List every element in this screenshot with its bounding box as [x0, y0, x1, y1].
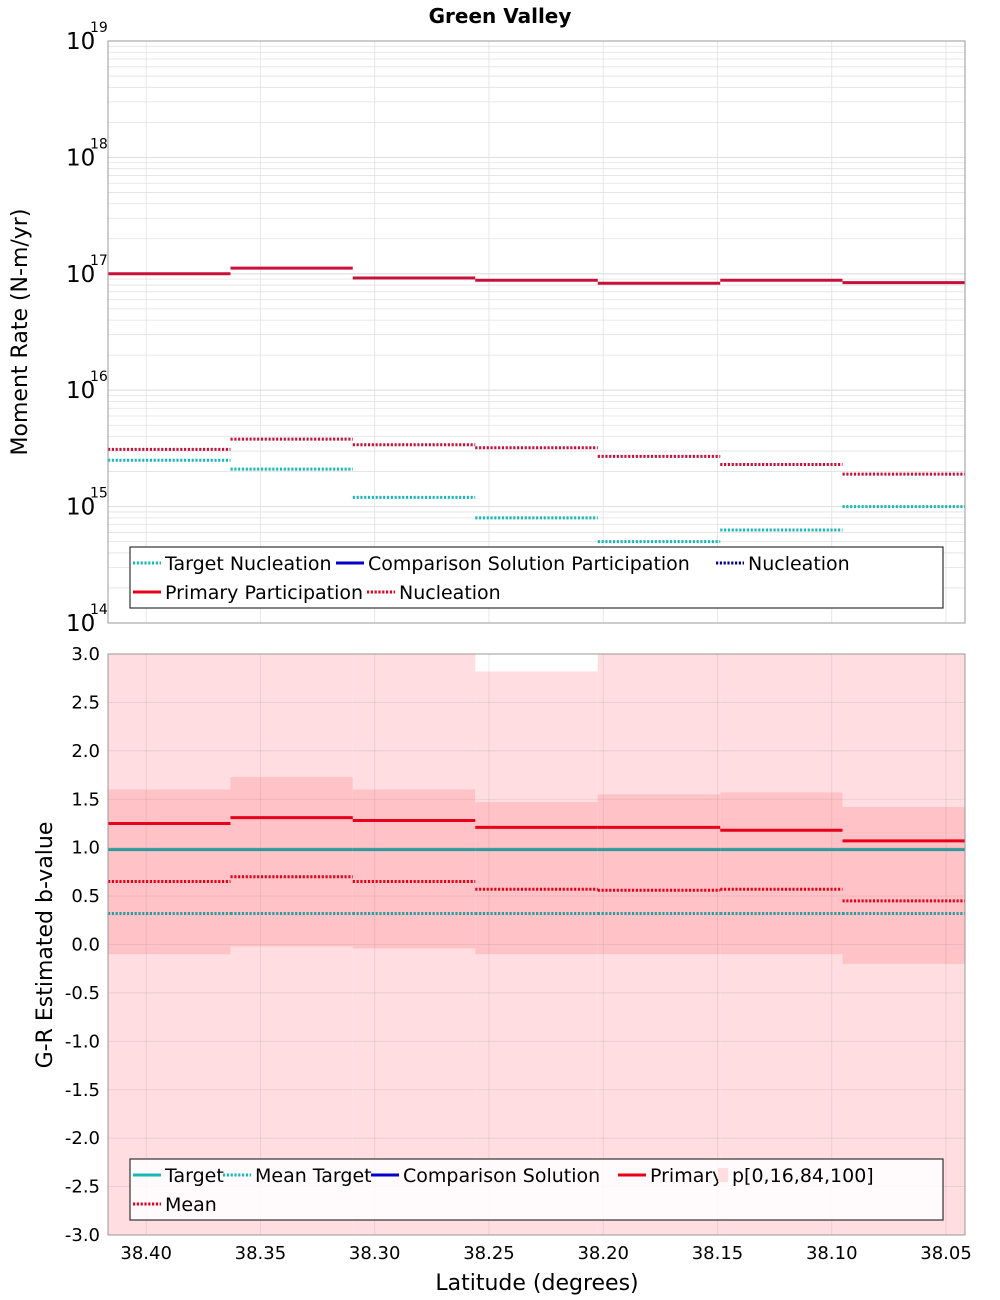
x-tick-label: 38.25: [463, 1243, 515, 1264]
x-tick-label: 38.15: [692, 1243, 744, 1264]
b-value-band-inner: [842, 806, 965, 964]
legend-label: Comparison Solution Participation: [368, 553, 690, 575]
b-value-panel: 3.0 2.5 2.0 1.5 1.0 0.5 0.0 -0.5 -1.0 -1.5 -2.0 -2.…: [33, 644, 966, 1246]
b-value-y-tick-label: -0.5: [65, 983, 100, 1004]
moment-rate-series-2: [108, 437, 965, 476]
b-value-y-tick-label: -2.5: [65, 1177, 100, 1198]
b-value-y-tick-label: -3.0: [65, 1225, 100, 1246]
b-value-y-tick-label: 1.5: [71, 789, 100, 810]
b-value-y-tick-label: 3.0: [71, 644, 100, 665]
b-value-y-tick-label: -1.0: [65, 1031, 100, 1052]
b-value-y-tick-label: 0.0: [71, 935, 100, 956]
legend-swatch: [718, 1168, 728, 1182]
b-value-plot-frame: [107, 653, 966, 1236]
b-value-band-inner: [475, 802, 598, 955]
b-value-series-3: [108, 875, 965, 903]
legend-label: Nucleation: [399, 582, 501, 604]
x-tick-label: 38.30: [349, 1243, 401, 1264]
moment-rate-series-0: [108, 458, 965, 544]
b-value-y-label: G-R Estimated b-value: [33, 822, 58, 1069]
moment-rate-y-tick-base: 10: [66, 611, 95, 637]
moment-rate-series: [108, 266, 965, 544]
moment-rate-y-tick-exponent: 19: [90, 20, 108, 36]
b-value-y-tick-label: -1.5: [65, 1080, 100, 1101]
legend-label: Primary: [650, 1165, 723, 1187]
x-tick-label: 38.40: [120, 1243, 172, 1264]
moment-rate-y-tick-base: 10: [66, 29, 95, 55]
moment-rate-y-tick-base: 10: [66, 145, 95, 171]
legend-label: Nucleation: [748, 553, 850, 575]
b-value-percentile-bands: [108, 654, 965, 1235]
b-value-band-inner: [108, 789, 231, 955]
legend-label: Target: [164, 1165, 224, 1187]
legend-box: [129, 1158, 944, 1221]
b-value-series: [108, 816, 965, 916]
b-value-band-inner: [352, 789, 476, 949]
b-value-y-tick-label: 2.5: [71, 692, 100, 713]
moment-rate-y-tick-exponent: 15: [90, 486, 108, 502]
legend-label: Mean Target: [255, 1165, 372, 1187]
legend-label: Comparison Solution: [403, 1165, 600, 1187]
moment-rate-legend: Target Nucleation Comparison Solution Par…: [129, 546, 944, 609]
b-value-y-tick-label: -2.0: [65, 1128, 100, 1149]
legend-label: Mean: [165, 1194, 217, 1216]
x-axis-label: Latitude (degrees): [435, 1271, 638, 1296]
chart-title: Green Valley: [429, 4, 572, 28]
moment-rate-series-1: [108, 266, 965, 285]
legend-label: p[0,16,84,100]: [732, 1165, 874, 1187]
x-tick-label: 38.20: [577, 1243, 629, 1264]
b-value-y-tick-label: 1.0: [71, 838, 100, 859]
legend-label: Target Nucleation: [164, 553, 332, 575]
moment-rate-y-tick-exponent: 18: [90, 136, 108, 152]
legend-box: [129, 546, 944, 609]
moment-rate-y-tick-base: 10: [66, 495, 95, 521]
moment-rate-plot-area: [108, 41, 965, 623]
b-value-series-2: [108, 816, 965, 843]
legend-label: Primary Participation: [165, 582, 363, 604]
moment-rate-y-tick-exponent: 14: [90, 602, 108, 618]
moment-rate-y-tick-exponent: 17: [90, 253, 108, 269]
moment-rate-y-tick-exponent: 16: [90, 369, 108, 385]
moment-rate-y-tick-base: 10: [66, 378, 95, 404]
x-tick-label: 38.05: [920, 1243, 972, 1264]
b-value-band-inner: [720, 792, 843, 955]
b-value-y-tick-label: 0.5: [71, 886, 100, 907]
b-value-y-tick-label: 2.0: [71, 741, 100, 762]
b-value-y-ticks: 3.0 2.5 2.0 1.5 1.0 0.5 0.0 -0.5 -1.0 -1.5 -2.0 -2.…: [65, 644, 100, 1246]
x-tick-label: 38.35: [235, 1243, 287, 1264]
x-tick-label: 38.10: [806, 1243, 858, 1264]
moment-rate-plot-frame: [107, 40, 966, 624]
x-axis-ticks: 38.40 38.35 38.30 38.25 38.20 38.15 38.10 38.05: [120, 1243, 971, 1264]
b-value-legend: Target Mean Target Comparison Solution Prim…: [129, 1158, 944, 1221]
b-value-band-inner: [597, 794, 721, 955]
moment-rate-y-label: Moment Rate (N-m/yr): [8, 209, 33, 456]
moment-rate-y-tick-base: 10: [66, 262, 95, 288]
b-value-band-inner: [230, 776, 353, 947]
